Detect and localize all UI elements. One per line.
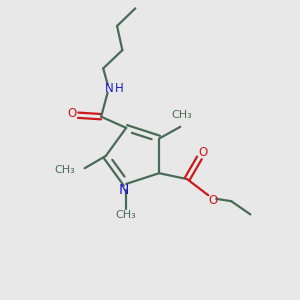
Text: O: O (209, 194, 218, 207)
Text: N: N (118, 183, 129, 197)
Text: N: N (105, 82, 113, 94)
Text: CH₃: CH₃ (55, 165, 75, 175)
Text: CH₃: CH₃ (171, 110, 192, 120)
Text: H: H (114, 82, 123, 94)
Text: O: O (198, 146, 208, 159)
Text: O: O (67, 107, 76, 120)
Text: CH₃: CH₃ (116, 210, 136, 220)
